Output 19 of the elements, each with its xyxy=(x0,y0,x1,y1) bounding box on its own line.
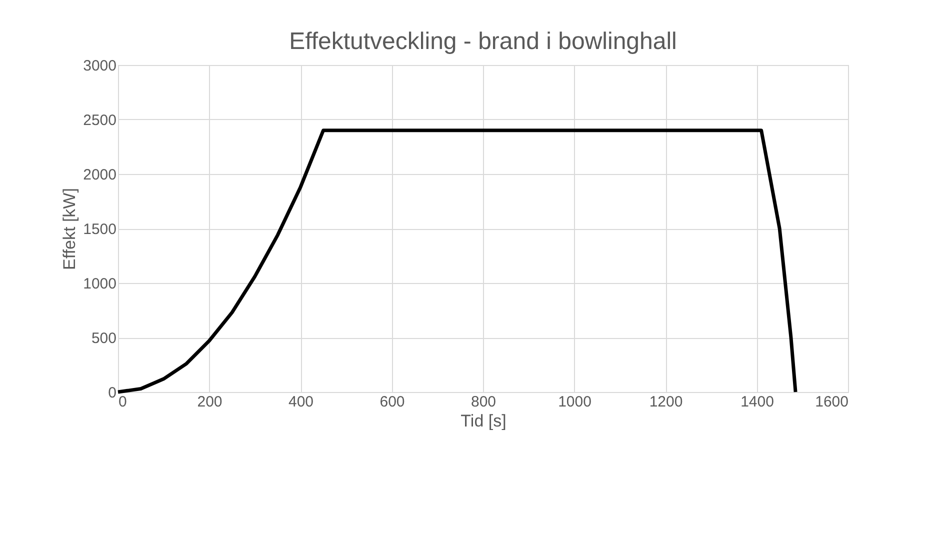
y-tick-label: 3000 xyxy=(83,58,116,74)
x-tick-label: 0 xyxy=(118,394,127,410)
y-tick-label: 1500 xyxy=(83,221,116,238)
chart-title: Effektutveckling - brand i bowlinghall xyxy=(289,28,677,55)
y-tick-label: 1000 xyxy=(83,276,116,292)
y-axis-title: Effekt [kW] xyxy=(60,188,80,270)
y-tick-label: 2000 xyxy=(83,166,116,184)
x-tick-label: 1600 xyxy=(815,394,848,410)
y-tick-label: 500 xyxy=(91,330,116,347)
line-series xyxy=(116,128,798,394)
x-tick-label: 800 xyxy=(470,394,496,410)
x-tick-label: 200 xyxy=(197,394,222,410)
y-tick-label: 2500 xyxy=(83,112,116,129)
x-tick-label: 600 xyxy=(380,394,405,410)
x-tick-label: 1200 xyxy=(649,394,683,410)
x-tick-label: 1000 xyxy=(558,394,592,410)
x-axis-title: Tid [s] xyxy=(460,412,506,430)
x-tick-label: 1400 xyxy=(740,394,774,410)
x-tick-label: 400 xyxy=(288,394,314,410)
